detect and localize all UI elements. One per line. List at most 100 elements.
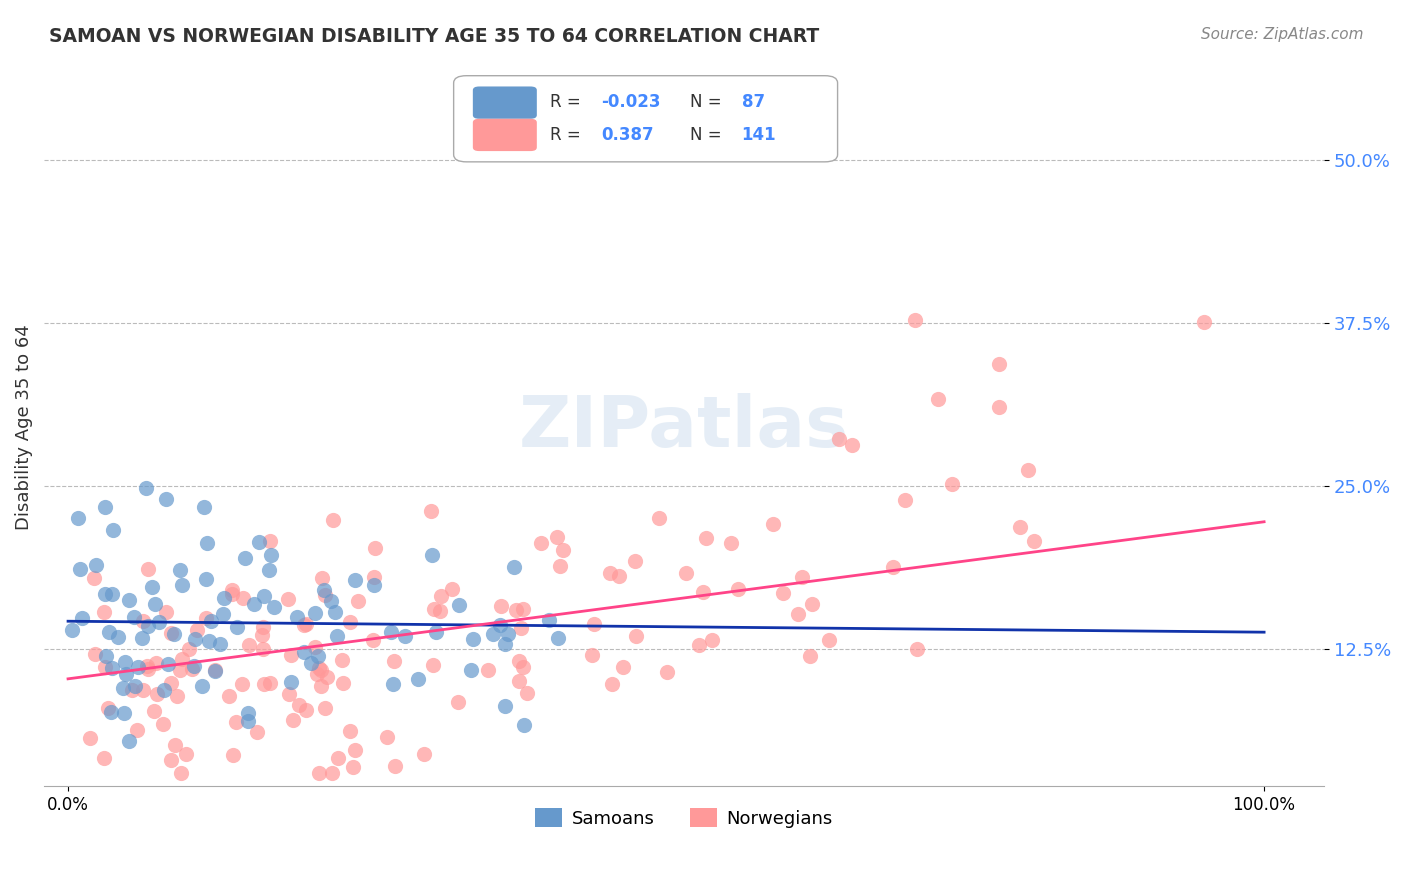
Norwegians — [692, 585, 714, 599]
Samoans — [212, 591, 235, 605]
Norwegians — [599, 566, 621, 581]
Norwegians — [512, 659, 534, 673]
Norwegians — [817, 632, 839, 647]
Norwegians — [489, 599, 512, 613]
Samoans — [382, 677, 405, 691]
Samoans — [195, 572, 218, 586]
Norwegians — [195, 611, 218, 625]
Samoans — [503, 560, 526, 574]
Samoans — [118, 734, 141, 748]
Text: SAMOAN VS NORWEGIAN DISABILITY AGE 35 TO 64 CORRELATION CHART: SAMOAN VS NORWEGIAN DISABILITY AGE 35 TO… — [49, 27, 820, 45]
Samoans — [69, 561, 91, 575]
Samoans — [233, 550, 256, 565]
Norwegians — [430, 590, 453, 604]
Samoans — [209, 637, 232, 651]
Norwegians — [281, 713, 304, 727]
Text: 0.387: 0.387 — [600, 126, 654, 144]
Text: Source: ZipAtlas.com: Source: ZipAtlas.com — [1201, 27, 1364, 42]
Norwegians — [894, 493, 917, 508]
Samoans — [447, 598, 470, 612]
Samoans — [94, 587, 117, 601]
Samoans — [114, 655, 136, 669]
Norwegians — [170, 766, 193, 780]
Samoans — [94, 500, 117, 515]
Norwegians — [145, 687, 167, 701]
Norwegians — [339, 615, 361, 629]
Norwegians — [904, 313, 927, 327]
Norwegians — [941, 476, 963, 491]
Samoans — [247, 535, 270, 549]
Norwegians — [315, 670, 337, 684]
Samoans — [127, 660, 149, 674]
Norwegians — [96, 701, 118, 715]
Norwegians — [505, 603, 527, 617]
Norwegians — [612, 660, 634, 674]
Norwegians — [548, 559, 571, 574]
Samoans — [60, 623, 83, 637]
Norwegians — [772, 586, 794, 600]
Samoans — [547, 631, 569, 645]
Samoans — [141, 580, 163, 594]
Norwegians — [508, 673, 530, 688]
Samoans — [195, 536, 218, 550]
Samoans — [307, 649, 329, 664]
Samoans — [252, 589, 274, 603]
Text: R =: R = — [550, 94, 586, 112]
Norwegians — [624, 554, 647, 568]
Text: 87: 87 — [741, 94, 765, 112]
Norwegians — [308, 660, 330, 674]
Norwegians — [828, 432, 851, 446]
Norwegians — [330, 653, 353, 667]
Norwegians — [624, 629, 647, 643]
Samoans — [537, 613, 560, 627]
Norwegians — [905, 642, 928, 657]
Text: -0.023: -0.023 — [600, 94, 661, 112]
Norwegians — [232, 591, 254, 606]
Samoans — [111, 681, 134, 695]
Norwegians — [155, 605, 177, 619]
Samoans — [98, 624, 121, 639]
Norwegians — [801, 597, 824, 611]
Norwegians — [509, 621, 531, 635]
Samoans — [325, 629, 347, 643]
Y-axis label: Disability Age 35 to 64: Disability Age 35 to 64 — [15, 325, 32, 531]
Norwegians — [152, 717, 174, 731]
Norwegians — [332, 675, 354, 690]
Norwegians — [136, 562, 159, 576]
Samoans — [425, 624, 447, 639]
Samoans — [156, 657, 179, 671]
Norwegians — [163, 738, 186, 752]
Samoans — [304, 606, 326, 620]
Norwegians — [420, 504, 443, 518]
Norwegians — [1022, 534, 1045, 549]
Norwegians — [160, 626, 183, 640]
Norwegians — [314, 588, 336, 602]
Samoans — [344, 573, 367, 587]
Norwegians — [321, 766, 343, 780]
Norwegians — [170, 652, 193, 666]
Samoans — [489, 617, 512, 632]
Samoans — [292, 645, 315, 659]
Norwegians — [295, 617, 318, 632]
Samoans — [67, 511, 90, 525]
Norwegians — [720, 535, 742, 549]
Norwegians — [177, 642, 200, 657]
Samoans — [135, 481, 157, 495]
Norwegians — [308, 766, 330, 780]
Norwegians — [186, 623, 208, 637]
Norwegians — [132, 614, 155, 628]
Samoans — [193, 500, 215, 515]
Norwegians — [93, 605, 115, 619]
Norwegians — [250, 627, 273, 641]
Samoans — [70, 611, 93, 625]
Norwegians — [252, 642, 274, 657]
Samoans — [259, 549, 281, 563]
Samoans — [420, 548, 443, 562]
Norwegians — [762, 517, 785, 532]
Norwegians — [84, 647, 107, 661]
Norwegians — [1008, 520, 1031, 534]
Samoans — [191, 679, 214, 693]
Samoans — [107, 630, 129, 644]
Norwegians — [259, 676, 281, 690]
Samoans — [148, 615, 170, 629]
